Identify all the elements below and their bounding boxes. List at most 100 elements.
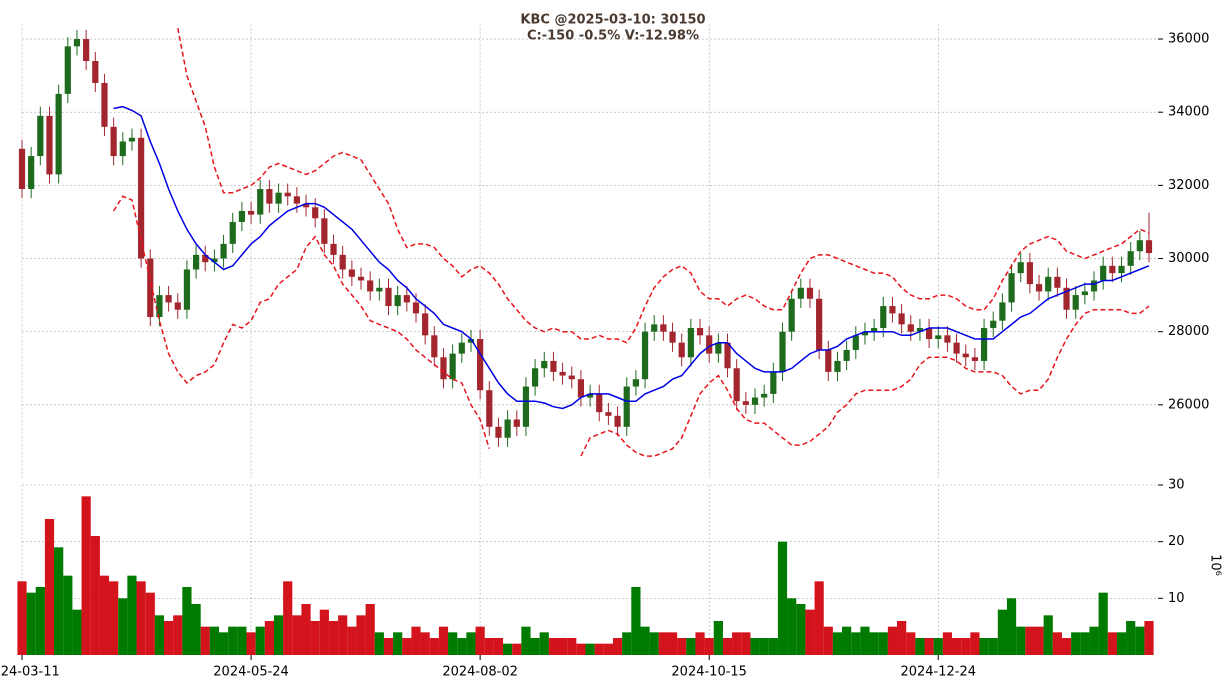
volume-bar bbox=[63, 575, 73, 655]
volume-bar bbox=[512, 643, 522, 655]
candle-body bbox=[825, 349, 832, 372]
volume-bar bbox=[301, 604, 311, 655]
volume-bar bbox=[173, 615, 183, 655]
candle-body bbox=[412, 302, 420, 314]
volume-bar bbox=[191, 604, 201, 655]
candle-body bbox=[101, 82, 108, 127]
candle-body bbox=[1008, 273, 1015, 303]
volume-bar bbox=[466, 632, 476, 655]
candle-body bbox=[513, 419, 520, 427]
volume-bar bbox=[1025, 626, 1035, 655]
candle-body bbox=[916, 328, 924, 332]
candle-body bbox=[385, 287, 392, 307]
candle-body bbox=[467, 338, 475, 343]
candle-body bbox=[367, 280, 374, 292]
candle-body bbox=[852, 335, 859, 350]
volume-bar bbox=[860, 626, 870, 655]
y-tick-label: 28000 bbox=[1168, 324, 1209, 339]
candle-body bbox=[275, 192, 282, 204]
candle-body bbox=[1100, 265, 1107, 281]
y-tick-label: 32000 bbox=[1168, 178, 1209, 193]
volume-bar bbox=[44, 519, 55, 655]
candle-body bbox=[806, 287, 814, 299]
candle-body bbox=[1109, 265, 1116, 274]
candle-body bbox=[357, 276, 365, 281]
volume-tick-label: 30 bbox=[1168, 478, 1185, 493]
candle-body bbox=[64, 46, 71, 94]
bollinger-band bbox=[177, 27, 1150, 344]
candle-body bbox=[706, 335, 713, 354]
candle-body bbox=[944, 335, 951, 343]
candle-body bbox=[532, 368, 539, 387]
volume-bar bbox=[640, 626, 650, 655]
candle-body bbox=[687, 328, 694, 358]
band-lines bbox=[112, 27, 1150, 457]
candle-body bbox=[834, 360, 841, 372]
chart-subtitle: C:-150 -0.5% V:-12.98% bbox=[527, 29, 699, 44]
volume-bar bbox=[1034, 626, 1044, 655]
candle-body bbox=[220, 243, 227, 259]
volume-bar bbox=[228, 626, 238, 655]
candle-body bbox=[871, 328, 878, 332]
volume-bar bbox=[732, 632, 742, 655]
candle-body bbox=[1145, 240, 1153, 254]
candle-body bbox=[128, 137, 136, 142]
candle-body bbox=[696, 328, 704, 336]
volume-bar bbox=[878, 632, 888, 655]
candle-body bbox=[568, 375, 575, 380]
candle-body bbox=[192, 254, 200, 270]
candle-body bbox=[971, 357, 979, 361]
candle-body bbox=[907, 324, 914, 332]
volume-bar bbox=[567, 638, 577, 655]
candle-body bbox=[202, 254, 209, 263]
volume-bar bbox=[200, 626, 210, 655]
x-tick-label: 2024-08-02 bbox=[442, 665, 518, 680]
candle-body bbox=[1081, 291, 1088, 296]
candle-body bbox=[422, 313, 429, 336]
candle-body bbox=[660, 324, 667, 332]
volume-bar bbox=[759, 638, 769, 655]
bollinger-band bbox=[112, 195, 1150, 457]
candle-body bbox=[1118, 265, 1125, 274]
volume-bar bbox=[17, 581, 27, 655]
candle-body bbox=[156, 295, 163, 318]
volume-bar bbox=[310, 621, 320, 655]
volume-bar bbox=[292, 615, 302, 655]
volume-bar bbox=[81, 496, 91, 655]
x-tick-label: 2024-12-24 bbox=[900, 665, 976, 680]
candle-body bbox=[962, 353, 969, 358]
candle-body bbox=[266, 189, 273, 204]
volume-bar bbox=[1080, 632, 1090, 655]
candle-body bbox=[1136, 240, 1143, 252]
volume-bar bbox=[328, 621, 339, 655]
volume-bar bbox=[557, 638, 568, 655]
volume-bar bbox=[585, 643, 595, 655]
volume-bar bbox=[667, 632, 678, 655]
candle-body bbox=[898, 313, 905, 325]
volume-bar bbox=[127, 575, 137, 655]
candle-body bbox=[779, 331, 786, 372]
volume-bar bbox=[503, 643, 513, 655]
volume-bar bbox=[90, 536, 100, 655]
volume-bar bbox=[897, 621, 907, 655]
candle-body bbox=[880, 306, 887, 329]
volume-bar bbox=[622, 632, 632, 655]
volume-bar bbox=[677, 638, 687, 655]
volume-bar bbox=[612, 638, 623, 655]
volume-bar bbox=[924, 638, 934, 655]
volume-bar bbox=[493, 638, 504, 655]
candle-body bbox=[46, 115, 53, 175]
volume-bar bbox=[255, 626, 265, 655]
x-tick-label: 2024-10-15 bbox=[671, 665, 747, 680]
candle-body bbox=[990, 320, 997, 329]
y-tick-label: 26000 bbox=[1168, 397, 1209, 412]
candle-body bbox=[1054, 276, 1061, 288]
volume-bar bbox=[72, 609, 82, 655]
candle-body bbox=[431, 335, 438, 358]
volume-bar bbox=[576, 643, 586, 655]
volume-bar bbox=[704, 638, 714, 655]
volume-bar bbox=[796, 604, 806, 655]
volume-bar bbox=[319, 609, 329, 655]
candle-body bbox=[257, 189, 264, 215]
